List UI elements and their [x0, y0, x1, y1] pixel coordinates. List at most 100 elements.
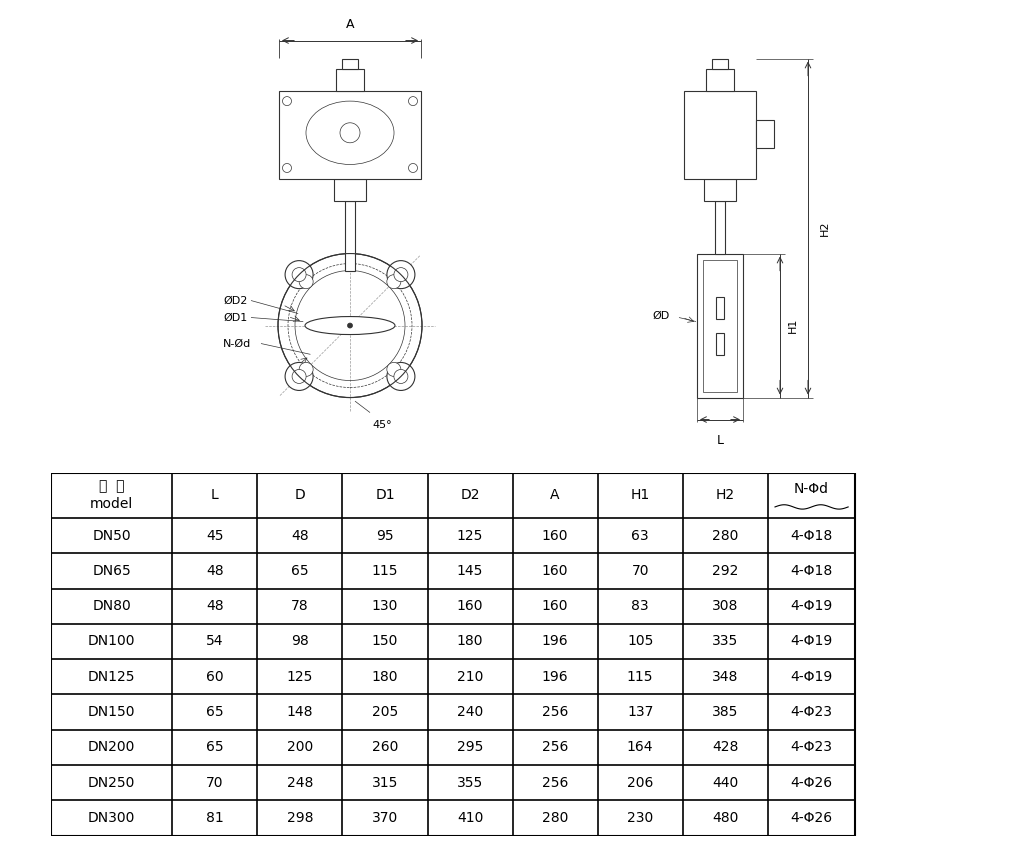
Text: 230: 230 [627, 811, 653, 825]
Bar [716, 333, 724, 354]
Text: 4-Φ23: 4-Φ23 [790, 705, 832, 719]
Text: 210: 210 [457, 670, 484, 684]
Text: A: A [551, 489, 560, 502]
Text: 65: 65 [206, 740, 224, 755]
Text: 48: 48 [292, 528, 309, 543]
Text: 164: 164 [627, 740, 653, 755]
Text: 160: 160 [542, 599, 568, 614]
Text: 256: 256 [542, 705, 568, 719]
Text: DN65: DN65 [92, 564, 131, 578]
Text: DN125: DN125 [87, 670, 135, 684]
Text: 45°: 45° [372, 419, 391, 430]
Circle shape [292, 268, 306, 282]
Text: 308: 308 [712, 599, 739, 614]
Text: 125: 125 [457, 528, 484, 543]
Text: 65: 65 [206, 705, 224, 719]
Text: 4-Φ18: 4-Φ18 [790, 564, 833, 578]
Text: 335: 335 [712, 635, 739, 648]
Bar [697, 253, 743, 398]
Text: DN80: DN80 [92, 599, 131, 614]
Circle shape [282, 96, 292, 106]
Text: 180: 180 [372, 670, 398, 684]
Text: 63: 63 [631, 528, 649, 543]
Text: D: D [295, 489, 306, 502]
Text: H2: H2 [820, 220, 830, 235]
Text: 105: 105 [627, 635, 653, 648]
Text: DN200: DN200 [88, 740, 135, 755]
Text: 98: 98 [292, 635, 309, 648]
Text: DN50: DN50 [92, 528, 131, 543]
Text: 45: 45 [206, 528, 224, 543]
Circle shape [387, 274, 401, 289]
Text: 4-Φ19: 4-Φ19 [790, 635, 833, 648]
Text: N-Φd: N-Φd [795, 482, 829, 495]
Text: H1: H1 [788, 318, 798, 333]
Text: N-Ød: N-Ød [223, 338, 251, 349]
Text: 115: 115 [627, 670, 653, 684]
Text: 160: 160 [542, 528, 568, 543]
Text: 65: 65 [292, 564, 309, 578]
Text: 385: 385 [712, 705, 739, 719]
Bar [706, 68, 734, 90]
Text: 95: 95 [376, 528, 394, 543]
Text: D1: D1 [375, 489, 395, 502]
Text: 410: 410 [457, 811, 484, 825]
Text: 48: 48 [206, 564, 224, 578]
Text: 81: 81 [206, 811, 224, 825]
Bar [684, 90, 756, 179]
Circle shape [292, 370, 306, 383]
Text: 440: 440 [712, 776, 739, 790]
Text: 148: 148 [287, 705, 313, 719]
Circle shape [387, 261, 415, 289]
Text: 256: 256 [542, 740, 568, 755]
Text: 240: 240 [457, 705, 484, 719]
Text: 130: 130 [372, 599, 398, 614]
Text: H1: H1 [631, 489, 650, 502]
Text: 78: 78 [292, 599, 309, 614]
Text: 4-Φ26: 4-Φ26 [790, 776, 833, 790]
Circle shape [387, 362, 401, 376]
Text: 4-Φ26: 4-Φ26 [790, 811, 833, 825]
Text: H2: H2 [715, 489, 735, 502]
Text: 256: 256 [542, 776, 568, 790]
Circle shape [394, 370, 407, 383]
Text: 196: 196 [542, 670, 568, 684]
Text: 70: 70 [631, 564, 649, 578]
Text: 4-Φ19: 4-Φ19 [790, 599, 833, 614]
Circle shape [299, 362, 313, 376]
Text: 4-Φ19: 4-Φ19 [790, 670, 833, 684]
Bar [345, 201, 355, 271]
Bar [334, 179, 366, 201]
Text: 292: 292 [712, 564, 739, 578]
Text: 4-Φ23: 4-Φ23 [790, 740, 832, 755]
Text: 60: 60 [206, 670, 224, 684]
Text: 70: 70 [206, 776, 224, 790]
Text: 295: 295 [457, 740, 484, 755]
Text: 205: 205 [372, 705, 398, 719]
Text: 125: 125 [287, 670, 313, 684]
Text: 54: 54 [206, 635, 224, 648]
Bar [279, 90, 421, 179]
Text: 4-Φ18: 4-Φ18 [790, 528, 833, 543]
Text: 型  号: 型 号 [99, 479, 124, 493]
Bar [712, 58, 728, 68]
Circle shape [347, 323, 353, 328]
Text: DN100: DN100 [87, 635, 135, 648]
Text: 200: 200 [287, 740, 313, 755]
Text: 150: 150 [372, 635, 398, 648]
Bar [703, 260, 737, 392]
Text: 260: 260 [372, 740, 398, 755]
Text: 355: 355 [457, 776, 484, 790]
Text: A: A [345, 18, 355, 30]
Text: 370: 370 [372, 811, 398, 825]
Text: 348: 348 [712, 670, 739, 684]
Text: 48: 48 [206, 599, 224, 614]
Circle shape [408, 164, 418, 172]
Circle shape [282, 164, 292, 172]
Circle shape [285, 362, 313, 391]
Text: 280: 280 [712, 528, 739, 543]
Text: ØD1: ØD1 [223, 312, 247, 322]
Circle shape [408, 96, 418, 106]
Text: 428: 428 [712, 740, 739, 755]
Text: ØD: ØD [652, 311, 670, 321]
